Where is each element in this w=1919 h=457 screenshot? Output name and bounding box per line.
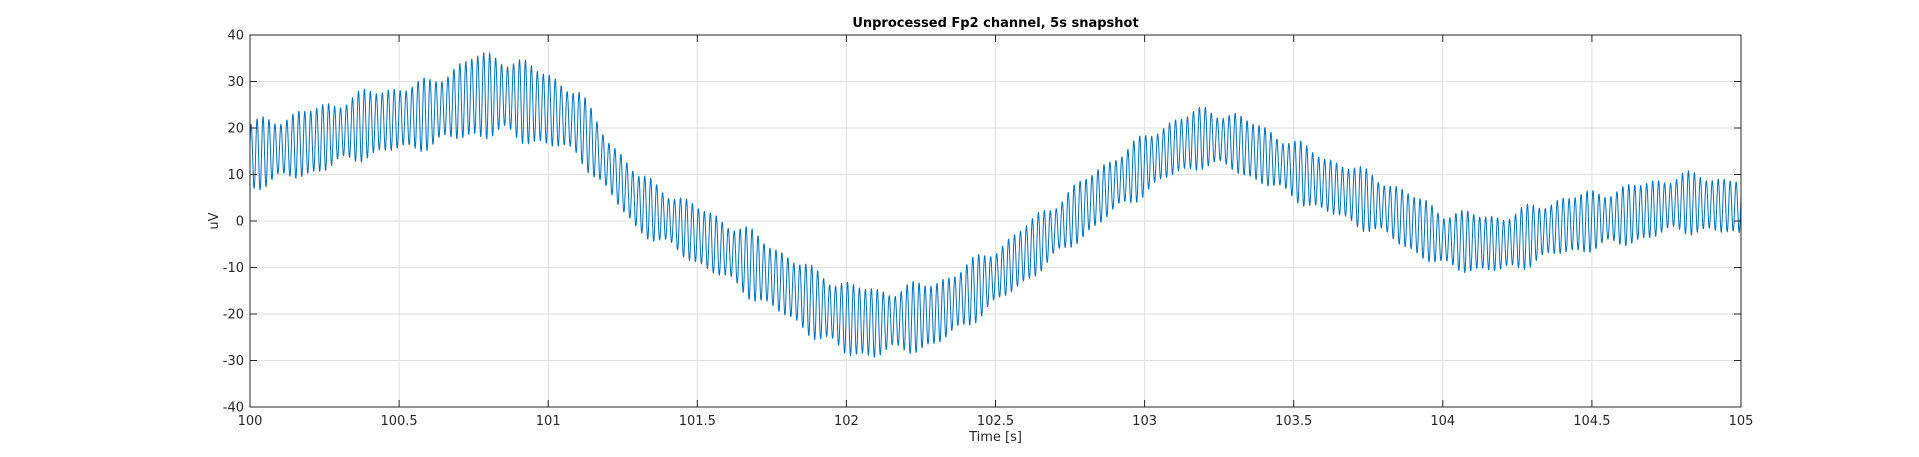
x-tick-label: 105 <box>1729 414 1754 429</box>
x-tick-label: 102 <box>834 414 859 429</box>
y-tick-label: -20 <box>223 308 244 323</box>
y-tick-label: 10 <box>227 168 244 183</box>
signal-line <box>249 52 1742 358</box>
x-tick-label: 101.5 <box>679 414 716 429</box>
x-tick-label: 100 <box>238 414 263 429</box>
y-tick-label: 20 <box>227 122 244 137</box>
chart-title: Unprocessed Fp2 channel, 5s snapshot <box>852 16 1138 31</box>
tick-marks <box>249 34 1742 408</box>
x-tick-labels: 100 100.5 101 101.5 102 102.5 103 103.5 104 104.5… <box>238 414 1754 429</box>
x-tick-label: 103 <box>1132 414 1157 429</box>
x-tick-label: 104.5 <box>1573 414 1610 429</box>
y-tick-labels: -40 -30 -20 -10 0 10 20 30 40 <box>223 29 244 416</box>
x-tick-label: 104 <box>1430 414 1455 429</box>
y-tick-label: -40 <box>223 401 244 416</box>
y-tick-label: 40 <box>227 29 244 44</box>
series-group <box>249 52 1742 358</box>
x-axis-label: Time [s] <box>968 430 1022 445</box>
y-axis-label: uV <box>207 212 222 229</box>
y-tick-label: 30 <box>227 75 244 90</box>
y-tick-label: -30 <box>223 354 244 369</box>
x-tick-label: 101 <box>536 414 561 429</box>
y-tick-label: 0 <box>236 215 244 230</box>
y-tick-label: -10 <box>223 261 244 276</box>
x-tick-label: 100.5 <box>380 414 417 429</box>
x-tick-label: 103.5 <box>1275 414 1312 429</box>
x-tick-label: 102.5 <box>977 414 1014 429</box>
